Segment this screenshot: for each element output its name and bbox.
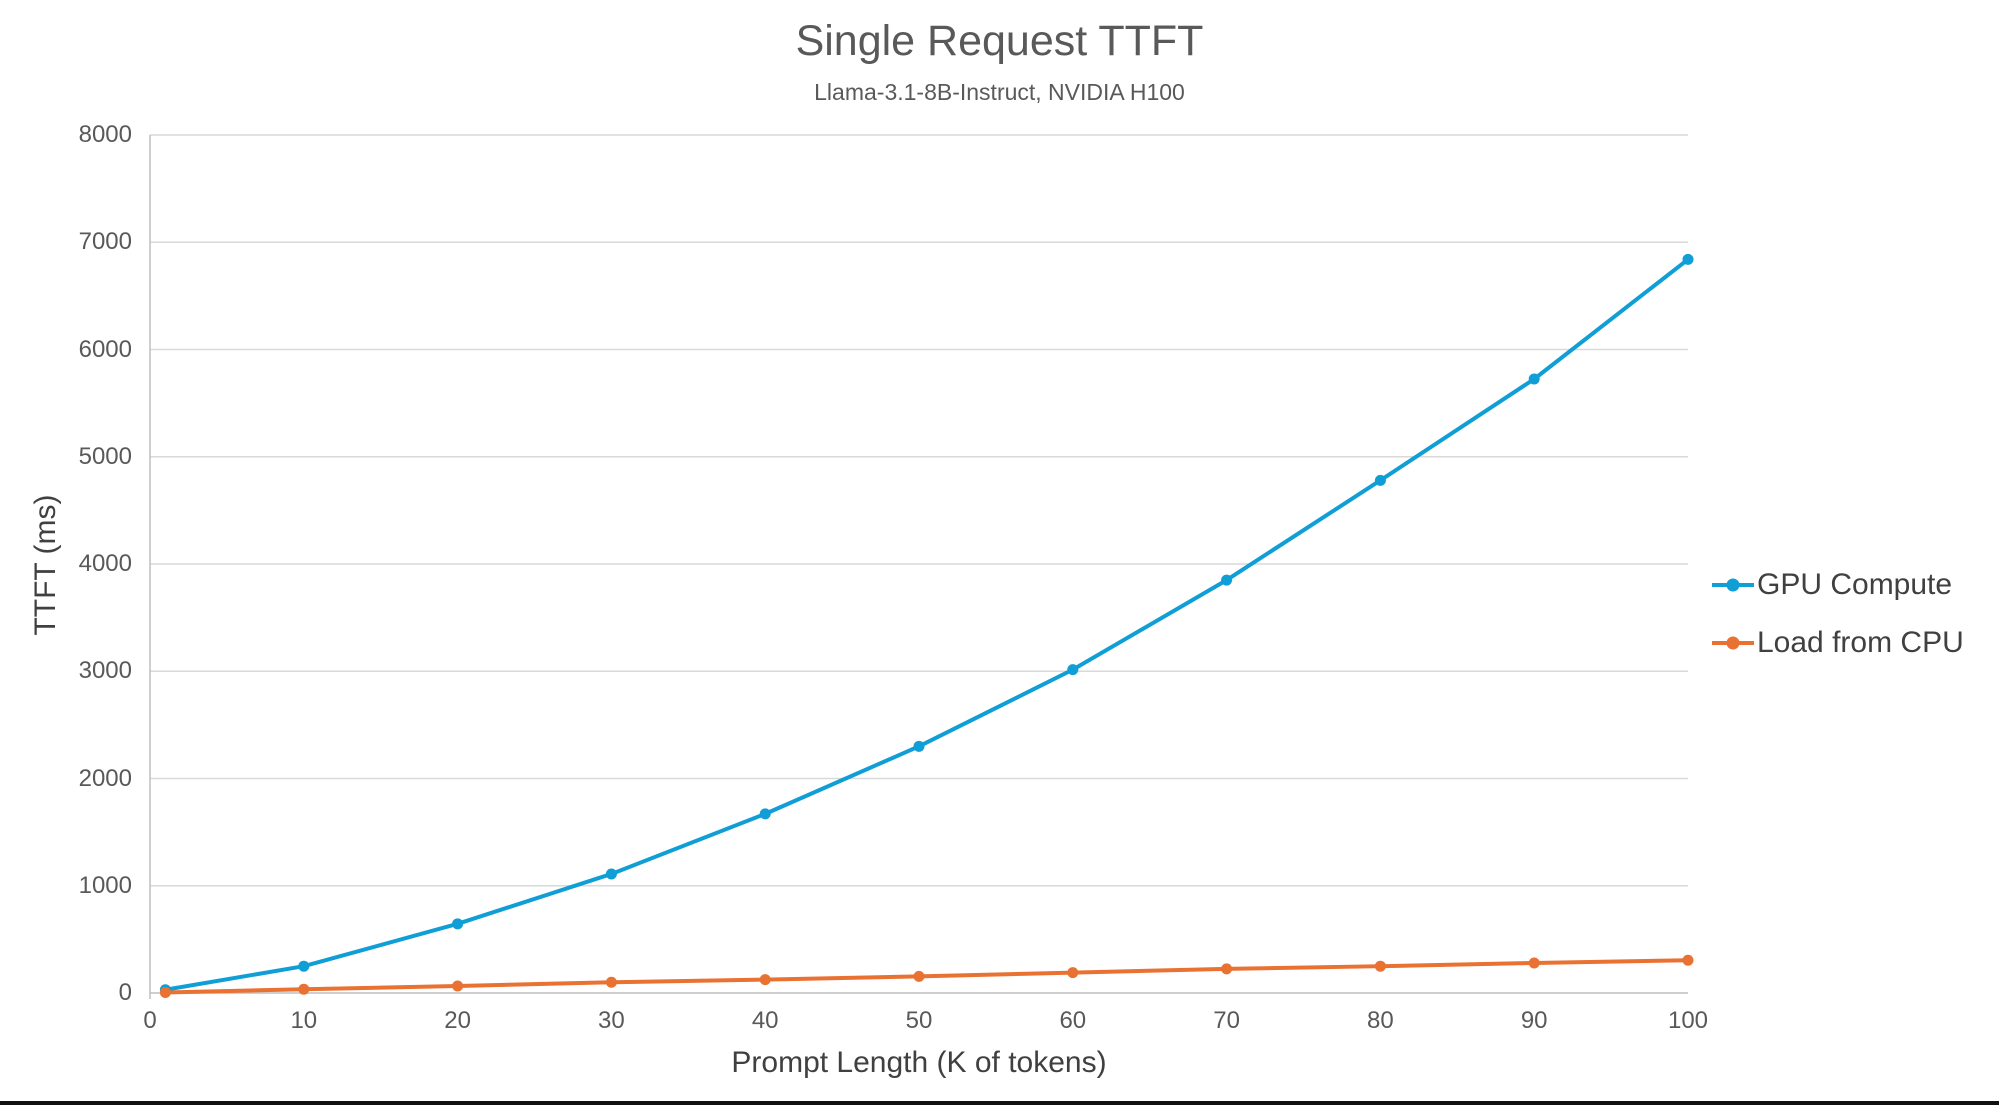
legend-line-dot-marker [1712, 636, 1754, 650]
data-point-marker [298, 983, 310, 995]
legend: GPU Compute Load from CPU [1712, 556, 1964, 672]
data-point-marker [1374, 474, 1386, 486]
x-tick-label: 60 [1059, 1007, 1087, 1034]
y-tick-label: 8000 [78, 121, 132, 148]
y-tick-label: 3000 [78, 657, 132, 685]
data-point-marker [1067, 967, 1079, 979]
data-point-marker [298, 960, 310, 972]
data-point-marker [452, 918, 464, 930]
x-tick-label: 30 [598, 1007, 625, 1034]
legend-item-gpu-compute: GPU Compute [1712, 556, 1964, 614]
y-tick-label: 5000 [78, 442, 132, 470]
data-point-marker [1067, 664, 1079, 676]
y-axis-title: TTFT (ms) [29, 494, 62, 636]
data-point-marker [913, 970, 925, 982]
window-bottom-edge [0, 1101, 1999, 1105]
data-point-marker [1528, 957, 1540, 969]
data-point-marker [605, 868, 617, 880]
series-line-load-from-cpu [163, 958, 1690, 995]
data-point-marker [759, 808, 771, 820]
data-point-marker [1221, 963, 1233, 975]
x-tick-label: 90 [1520, 1007, 1548, 1034]
chart-subtitle: Llama-3.1-8B-Instruct, NVIDIA H100 [814, 79, 1185, 105]
y-tick-label: 7000 [78, 228, 132, 256]
y-tick-label: 0 [118, 979, 132, 1006]
legend-marker-dot [1726, 578, 1740, 592]
legend-item-load-from-cpu: Load from CPU [1712, 614, 1964, 672]
data-point-marker [605, 976, 617, 988]
data-point-marker [159, 986, 171, 998]
data-point-marker [1221, 574, 1233, 586]
data-point-marker [1682, 253, 1694, 265]
y-tick-label: 1000 [78, 871, 132, 899]
data-point-marker [913, 740, 925, 752]
chart-title: Single Request TTFT [795, 17, 1204, 65]
x-tick-label: 100 [1667, 1007, 1709, 1034]
y-tick-label: 6000 [78, 335, 132, 363]
data-point-marker [1374, 960, 1386, 972]
x-tick-label: 0 [143, 1007, 157, 1034]
y-tick-label: 2000 [78, 764, 132, 792]
x-axis-title: Prompt Length (K of tokens) [731, 1046, 1107, 1079]
x-tick-label: 40 [751, 1007, 779, 1034]
legend-line-dot-marker [1712, 578, 1754, 592]
legend-marker-dot [1726, 636, 1740, 650]
data-point-marker [1528, 373, 1540, 385]
x-tick-label: 10 [290, 1007, 318, 1034]
legend-label-load-from-cpu: Load from CPU [1757, 626, 1964, 659]
legend-label-gpu-compute: GPU Compute [1757, 568, 1953, 601]
data-point-marker [452, 980, 464, 992]
data-point-marker [1682, 954, 1694, 966]
x-tick-label: 80 [1367, 1007, 1394, 1034]
data-point-marker [759, 974, 771, 986]
x-tick-label: 50 [905, 1007, 933, 1034]
x-tick-label: 70 [1213, 1007, 1240, 1034]
y-tick-label: 4000 [78, 550, 132, 577]
x-tick-label: 20 [444, 1007, 471, 1034]
series-line-gpu-compute [163, 257, 1690, 992]
